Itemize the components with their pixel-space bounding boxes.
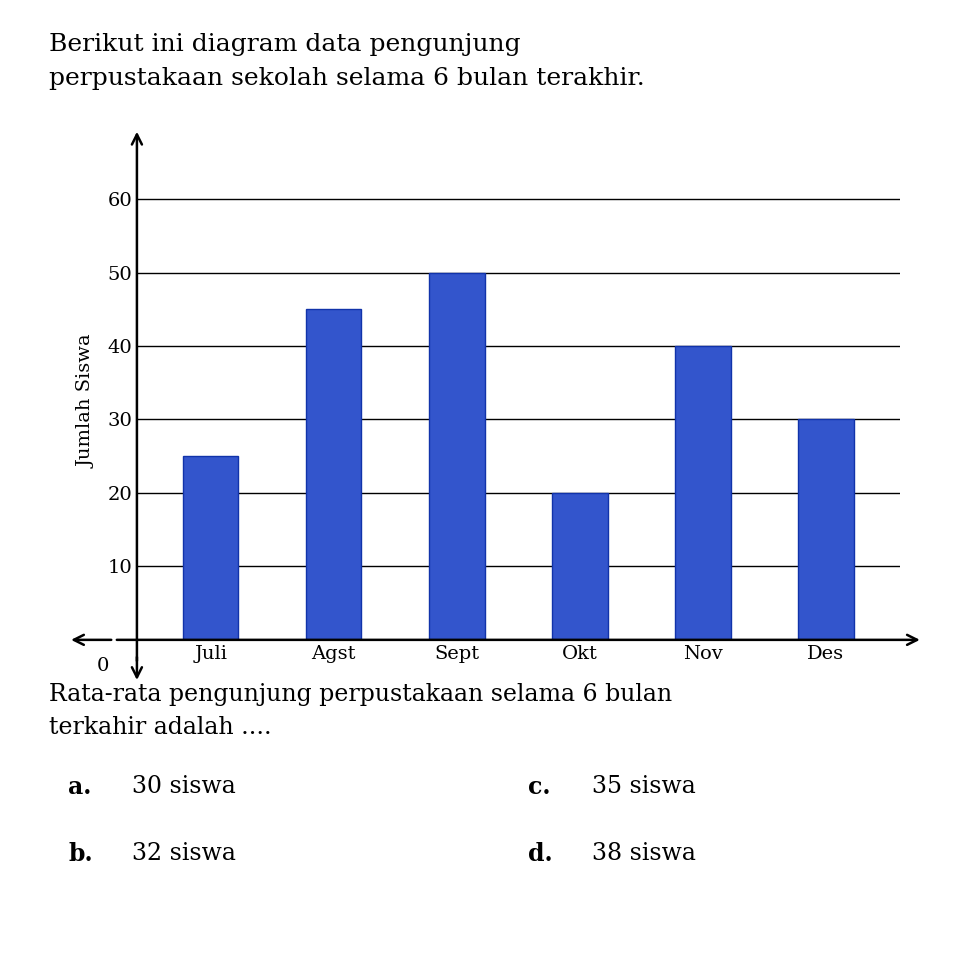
Text: a.: a. xyxy=(68,775,92,799)
Text: Berikut ini diagram data pengunjung: Berikut ini diagram data pengunjung xyxy=(49,33,520,56)
Text: Rata-rata pengunjung perpustakaan selama 6 bulan: Rata-rata pengunjung perpustakaan selama… xyxy=(49,683,671,706)
Text: perpustakaan sekolah selama 6 bulan terakhir.: perpustakaan sekolah selama 6 bulan tera… xyxy=(49,67,644,90)
Bar xyxy=(552,493,607,640)
Bar xyxy=(674,346,730,640)
Text: b.: b. xyxy=(68,842,93,866)
Text: 30 siswa: 30 siswa xyxy=(132,775,235,798)
Y-axis label: Jumlah Siswa: Jumlah Siswa xyxy=(78,334,96,468)
Bar xyxy=(429,272,484,640)
Text: terkahir adalah ....: terkahir adalah .... xyxy=(49,716,272,739)
Text: 35 siswa: 35 siswa xyxy=(591,775,695,798)
Text: 32 siswa: 32 siswa xyxy=(132,842,235,865)
Text: d.: d. xyxy=(528,842,552,866)
Bar xyxy=(306,309,361,640)
Bar xyxy=(183,456,238,640)
Bar xyxy=(797,419,853,640)
Text: 38 siswa: 38 siswa xyxy=(591,842,695,865)
Text: c.: c. xyxy=(528,775,550,799)
Text: 0: 0 xyxy=(97,657,108,675)
